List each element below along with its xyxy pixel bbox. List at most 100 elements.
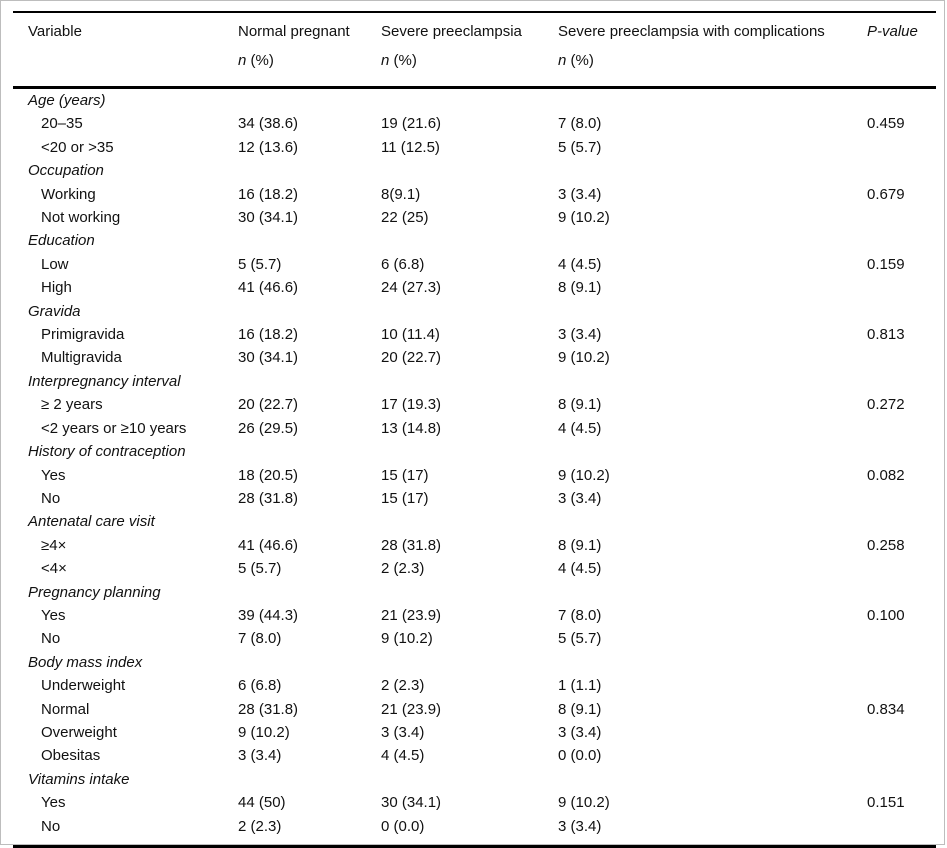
table-row: No 2 (2.3) 0 (0.0) 3 (3.4) — [13, 815, 936, 838]
group-header-row: Body mass index — [13, 651, 936, 674]
cell-normal-pregnant: 41 (46.6) — [238, 279, 299, 297]
group-header-row: History of contraception — [13, 440, 936, 463]
table-row: <20 or >35 12 (13.6) 11 (12.5) 5 (5.7) — [13, 136, 936, 159]
row-label: Working — [41, 185, 96, 203]
subheader-n-pct-complications: n (%) — [558, 42, 867, 88]
cell-severe-preeclampsia: 21 (23.9) — [381, 700, 442, 718]
cell-severe-preeclampsia: 2 (2.3) — [381, 677, 425, 695]
row-label: No — [41, 817, 61, 835]
cell-severe-complications: 9 (10.2) — [558, 209, 610, 227]
group-label: Education — [28, 232, 95, 250]
cell-severe-complications: 4 (4.5) — [558, 560, 602, 578]
cell-severe-preeclampsia: 24 (27.3) — [381, 279, 442, 297]
cell-p-value — [867, 206, 936, 229]
cell-p-value — [867, 276, 936, 299]
cell-normal-pregnant: 9 (10.2) — [238, 723, 290, 741]
cell-severe-preeclampsia: 2 (2.3) — [381, 560, 425, 578]
cell-normal-pregnant: 39 (44.3) — [238, 606, 299, 624]
cell-severe-preeclampsia: 21 (23.9) — [381, 606, 442, 624]
comparison-table: Variable Normal pregnant Severe preeclam… — [13, 13, 936, 838]
row-label: <20 or >35 — [41, 138, 114, 156]
group-label: History of contraception — [28, 443, 186, 461]
n-label: n — [238, 52, 247, 69]
cell-normal-pregnant: 16 (18.2) — [238, 326, 299, 344]
cell-severe-complications: 5 (5.7) — [558, 138, 602, 156]
table-row: Working 16 (18.2) 8(9.1) 3 (3.4) 0.679 — [13, 183, 936, 206]
row-label: ≥ 2 years — [41, 396, 103, 414]
cell-severe-complications: 9 (10.2) — [558, 794, 610, 812]
table-row: Not working 30 (34.1) 22 (25) 9 (10.2) — [13, 206, 936, 229]
cell-severe-preeclampsia: 13 (14.8) — [381, 419, 442, 437]
subheader-n-pct-severe: n (%) — [381, 42, 558, 88]
cell-p-value — [867, 744, 936, 767]
cell-severe-complications: 3 (3.4) — [558, 185, 602, 203]
table-row: No 7 (8.0) 9 (10.2) 5 (5.7) — [13, 627, 936, 650]
cell-severe-preeclampsia: 19 (21.6) — [381, 115, 442, 133]
cell-p-value — [867, 627, 936, 650]
row-label: <4× — [41, 560, 67, 578]
cell-p-value: 0.100 — [867, 606, 905, 624]
group-label: Body mass index — [28, 653, 143, 671]
group-label: Interpregnancy interval — [28, 372, 181, 390]
col-header-severe-preeclampsia-complications: Severe preeclampsia with complications — [558, 23, 825, 40]
group-label: Gravida — [28, 302, 81, 320]
cell-p-value: 0.272 — [867, 396, 905, 414]
row-label: No — [41, 489, 61, 507]
group-header-row: Age (years) — [13, 88, 936, 113]
table-row: Overweight 9 (10.2) 3 (3.4) 3 (3.4) — [13, 721, 936, 744]
cell-severe-preeclampsia: 10 (11.4) — [381, 326, 440, 344]
cell-severe-preeclampsia: 4 (4.5) — [381, 747, 425, 765]
cell-p-value — [867, 136, 936, 159]
group-label: Vitamins intake — [28, 770, 130, 788]
cell-normal-pregnant: 2 (2.3) — [238, 817, 282, 835]
cell-severe-complications: 4 (4.5) — [558, 255, 602, 273]
group-header-row: Education — [13, 229, 936, 252]
col-header-normal-pregnant: Normal pregnant — [238, 23, 350, 40]
cell-severe-complications: 3 (3.4) — [558, 817, 602, 835]
cell-severe-preeclampsia: 22 (25) — [381, 209, 429, 227]
table-row: 20–35 34 (38.6) 19 (21.6) 7 (8.0) 0.459 — [13, 112, 936, 135]
cell-severe-complications: 4 (4.5) — [558, 419, 602, 437]
cell-normal-pregnant: 30 (34.1) — [238, 209, 299, 227]
cell-p-value — [867, 674, 936, 697]
cell-p-value — [867, 557, 936, 580]
cell-normal-pregnant: 7 (8.0) — [238, 630, 282, 648]
table-row: Multigravida 30 (34.1) 20 (22.7) 9 (10.2) — [13, 346, 936, 369]
table-body: Age (years) 20–35 34 (38.6) 19 (21.6) 7 (8.0… — [13, 88, 936, 839]
row-label: High — [41, 279, 72, 297]
cell-severe-complications: 3 (3.4) — [558, 723, 602, 741]
cell-severe-preeclampsia: 20 (22.7) — [381, 349, 442, 367]
table-row: ≥ 2 years 20 (22.7) 17 (19.3) 8 (9.1) 0.272 — [13, 393, 936, 416]
row-label: Normal — [41, 700, 90, 718]
cell-severe-preeclampsia: 9 (10.2) — [381, 630, 433, 648]
cell-p-value: 0.813 — [867, 326, 905, 344]
group-header-row: Pregnancy planning — [13, 581, 936, 604]
group-label: Age (years) — [28, 92, 106, 109]
cell-severe-complications: 8 (9.1) — [558, 396, 602, 414]
cell-normal-pregnant: 20 (22.7) — [238, 396, 299, 414]
table-row: Normal 28 (31.8) 21 (23.9) 8 (9.1) 0.834 — [13, 698, 936, 721]
cell-severe-complications: 0 (0.0) — [558, 747, 602, 765]
cell-severe-preeclampsia: 0 (0.0) — [381, 817, 425, 835]
cell-normal-pregnant: 16 (18.2) — [238, 185, 299, 203]
cell-severe-complications: 3 (3.4) — [558, 489, 602, 507]
group-header-row: Occupation — [13, 159, 936, 182]
cell-p-value: 0.834 — [867, 700, 905, 718]
n-label: n — [381, 52, 390, 69]
col-header-severe-preeclampsia: Severe preeclampsia — [381, 23, 522, 40]
cell-p-value: 0.151 — [867, 794, 905, 812]
table-row: Yes 44 (50) 30 (34.1) 9 (10.2) 0.151 — [13, 791, 936, 814]
pct-label: (%) — [566, 52, 594, 69]
table-row: <4× 5 (5.7) 2 (2.3) 4 (4.5) — [13, 557, 936, 580]
cell-normal-pregnant: 41 (46.6) — [238, 536, 299, 554]
cell-severe-preeclampsia: 3 (3.4) — [381, 723, 425, 741]
table-row: ≥4× 41 (46.6) 28 (31.8) 8 (9.1) 0.258 — [13, 534, 936, 557]
cell-p-value — [867, 417, 936, 440]
row-label: Obesitas — [41, 747, 101, 765]
cell-normal-pregnant: 6 (6.8) — [238, 677, 282, 695]
cell-severe-preeclampsia: 28 (31.8) — [381, 536, 442, 554]
cell-p-value: 0.679 — [867, 185, 905, 203]
row-label: <2 years or ≥10 years — [41, 419, 187, 437]
group-header-row: Antenatal care visit — [13, 510, 936, 533]
